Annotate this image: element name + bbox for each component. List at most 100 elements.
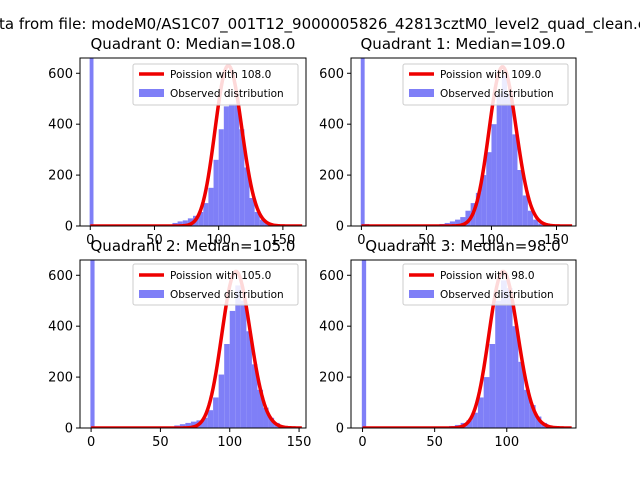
y-tick-label: 0 (336, 422, 344, 437)
quadrant-2-plot-area: 0 50 100 150 0 200 400 600 (48, 259, 312, 450)
x-tick-label: 100 (206, 233, 231, 248)
y-tick-label: 400 (319, 118, 344, 133)
legend-observed-label: Observed distribution (170, 289, 284, 301)
histogram-bar (524, 389, 530, 428)
histogram-bar (263, 407, 269, 428)
x-tick-label: 100 (479, 233, 504, 248)
histogram-bar (472, 412, 478, 428)
legend-observed-label: Observed distribution (170, 88, 284, 100)
y-tick-label: 200 (48, 371, 73, 386)
legend-observed-swatch (139, 290, 164, 298)
y-tick-label: 0 (336, 220, 344, 235)
poisson-curve (90, 269, 303, 428)
y-tick-label: 200 (48, 169, 73, 184)
histogram-bar (202, 417, 208, 428)
y-tick-label: 400 (319, 320, 344, 335)
axes-frame (79, 57, 307, 227)
legend-box (132, 63, 299, 106)
legend-poisson-label: Poission with 105.0 (170, 270, 271, 282)
y-tick-label: 400 (48, 320, 73, 335)
histogram-bar (533, 219, 539, 226)
histogram-bar (228, 103, 235, 226)
y-tick-label: 0 (65, 422, 73, 437)
axes-frame (350, 57, 577, 227)
histogram-bars (89, 58, 281, 226)
histogram-bar (486, 152, 492, 226)
x-tick-label: 0 (86, 233, 94, 248)
y-tick-label: 600 (319, 269, 344, 284)
y-tick-label: 0 (65, 220, 73, 235)
poisson-curve (360, 65, 573, 226)
quadrant-2-panel: 0 50 100 150 0 200 400 600 Poission with 105.0 … (48, 259, 312, 450)
histogram-bar (538, 223, 544, 226)
poisson-curve (89, 63, 303, 226)
histogram-bar (190, 421, 197, 428)
histogram-bar (501, 280, 507, 428)
legend-box (402, 63, 569, 106)
histogram-bars (360, 58, 549, 226)
histogram-bar (535, 416, 542, 428)
histogram-bar (512, 326, 519, 428)
histogram-bar (483, 377, 490, 428)
x-tick-label: 50 (426, 435, 443, 450)
quadrant-1-legend: Poission with 109.0 Observed distributio… (402, 63, 569, 106)
histogram-bar (235, 285, 241, 428)
quadrant-3-legend: Poission with 98.0 Observed distribution (402, 263, 569, 306)
histogram-bar (360, 58, 365, 226)
histogram-bar (208, 187, 214, 226)
legend-observed-label: Observed distribution (440, 289, 554, 301)
histogram-bar (213, 159, 219, 226)
histogram-bar (185, 422, 191, 428)
histogram-bar (89, 58, 94, 226)
quadrant-3-title: Quadrant 3: Median=98.0 (365, 237, 560, 255)
quadrant-0-plot-area: 0 50 100 150 0 200 400 600 (48, 57, 307, 248)
histogram-bar (268, 417, 275, 428)
x-tick-label: 0 (358, 435, 366, 450)
x-tick-label: 100 (494, 435, 519, 450)
histogram-bar (244, 167, 250, 226)
histogram-bar (257, 389, 264, 428)
y-tick-label: 600 (48, 269, 73, 284)
histogram-bar (481, 175, 487, 226)
x-tick-label: 100 (217, 435, 242, 450)
histogram-bar (496, 93, 502, 226)
legend-box (402, 263, 569, 306)
y-tick-label: 200 (319, 169, 344, 184)
histogram-bar (449, 221, 456, 226)
histogram-bar (507, 93, 513, 226)
histogram-bar (251, 364, 258, 428)
histogram-bar (259, 219, 265, 226)
histogram-bar (203, 203, 209, 226)
quadrant-0-legend: Poission with 108.0 Observed distributio… (132, 63, 299, 106)
histogram-bar (529, 405, 536, 428)
histogram-bar (489, 344, 496, 428)
histogram-bar (177, 221, 183, 226)
histogram-bar (512, 134, 518, 226)
histogram-bar (246, 331, 252, 428)
legend-poisson-label: Poission with 108.0 (170, 69, 271, 81)
histogram-bar (477, 397, 484, 428)
x-tick-label: 0 (357, 233, 365, 248)
histogram-bar (527, 210, 534, 226)
x-tick-label: 0 (87, 435, 95, 450)
legend-observed-label: Observed distribution (440, 88, 554, 100)
histogram-bar (491, 124, 497, 226)
quadrant-0-title: Quadrant 0: Median=108.0 (91, 35, 296, 53)
y-tick-label: 600 (48, 67, 73, 82)
histogram-bar (455, 219, 461, 226)
poisson-curve (362, 269, 572, 428)
histogram-bar (501, 75, 508, 226)
histogram-bar (198, 212, 204, 226)
x-tick-label: 150 (287, 435, 312, 450)
histogram-bar (182, 220, 188, 226)
histogram-bar (254, 212, 260, 226)
quadrant-2-title: Quadrant 2: Median=105.0 (91, 237, 296, 255)
legend-poisson-label: Poission with 109.0 (440, 69, 541, 81)
quadrant-0-panel: 0 50 100 150 0 200 400 600 Poission with 108.0 … (48, 57, 307, 248)
quadrant-1-panel: 0 50 100 150 0 200 400 600 Poission with 109.0 … (319, 57, 577, 248)
histogram-bar (518, 361, 525, 428)
figure-suptitle: Data from file: modeM0/AS1C07_001T12_900… (0, 15, 640, 34)
quadrant-1-plot-area: 0 50 100 150 0 200 400 600 (319, 57, 577, 248)
histogram-bar (224, 344, 230, 428)
